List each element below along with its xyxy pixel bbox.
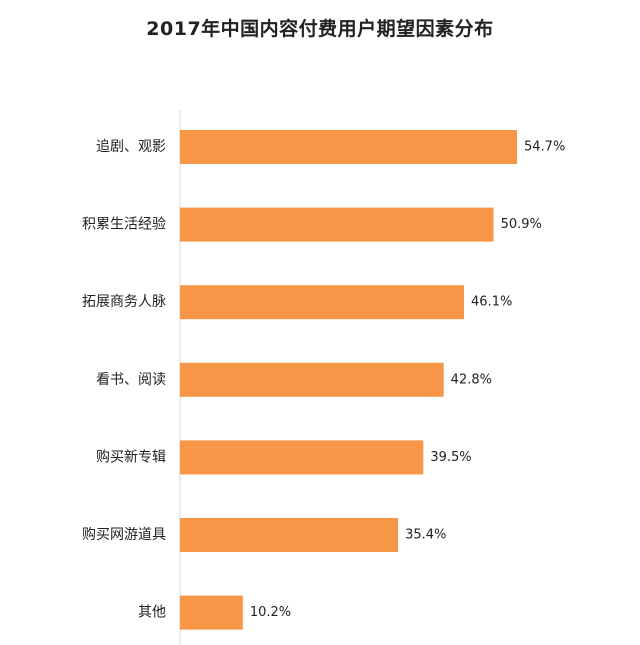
bar-6 <box>180 595 243 630</box>
category-label-4: 购买新专辑 <box>96 449 166 465</box>
bars-layer: 追剧、观影 54.7% 积累生活经验 50.9% 拓展商务人脉 46.1% 看书、阅读 42.… <box>82 130 565 630</box>
category-label-5: 购买网游道具 <box>82 527 166 543</box>
value-label-5: 35.4% <box>405 528 446 543</box>
value-label-0: 54.7% <box>524 140 565 155</box>
bar-1 <box>180 207 494 242</box>
category-label-6: 其他 <box>138 605 166 621</box>
bar-3 <box>180 362 444 397</box>
category-label-2: 拓展商务人脉 <box>82 294 166 310</box>
value-label-4: 39.5% <box>430 450 471 465</box>
chart-title: 2017年中国内容付费用户期望因素分布 <box>146 18 494 40</box>
category-label-3: 看书、阅读 <box>96 371 166 388</box>
bar-5 <box>180 518 399 552</box>
value-label-3: 42.8% <box>451 372 492 387</box>
category-label-1: 积累生活经验 <box>82 217 166 233</box>
bar-4 <box>180 440 424 475</box>
bar-0 <box>180 130 517 164</box>
value-label-1: 50.9% <box>501 217 542 232</box>
category-label-0: 追剧、观影 <box>96 139 166 155</box>
value-label-6: 10.2% <box>250 605 291 620</box>
bar-2 <box>180 285 465 320</box>
value-label-2: 46.1% <box>471 295 512 310</box>
